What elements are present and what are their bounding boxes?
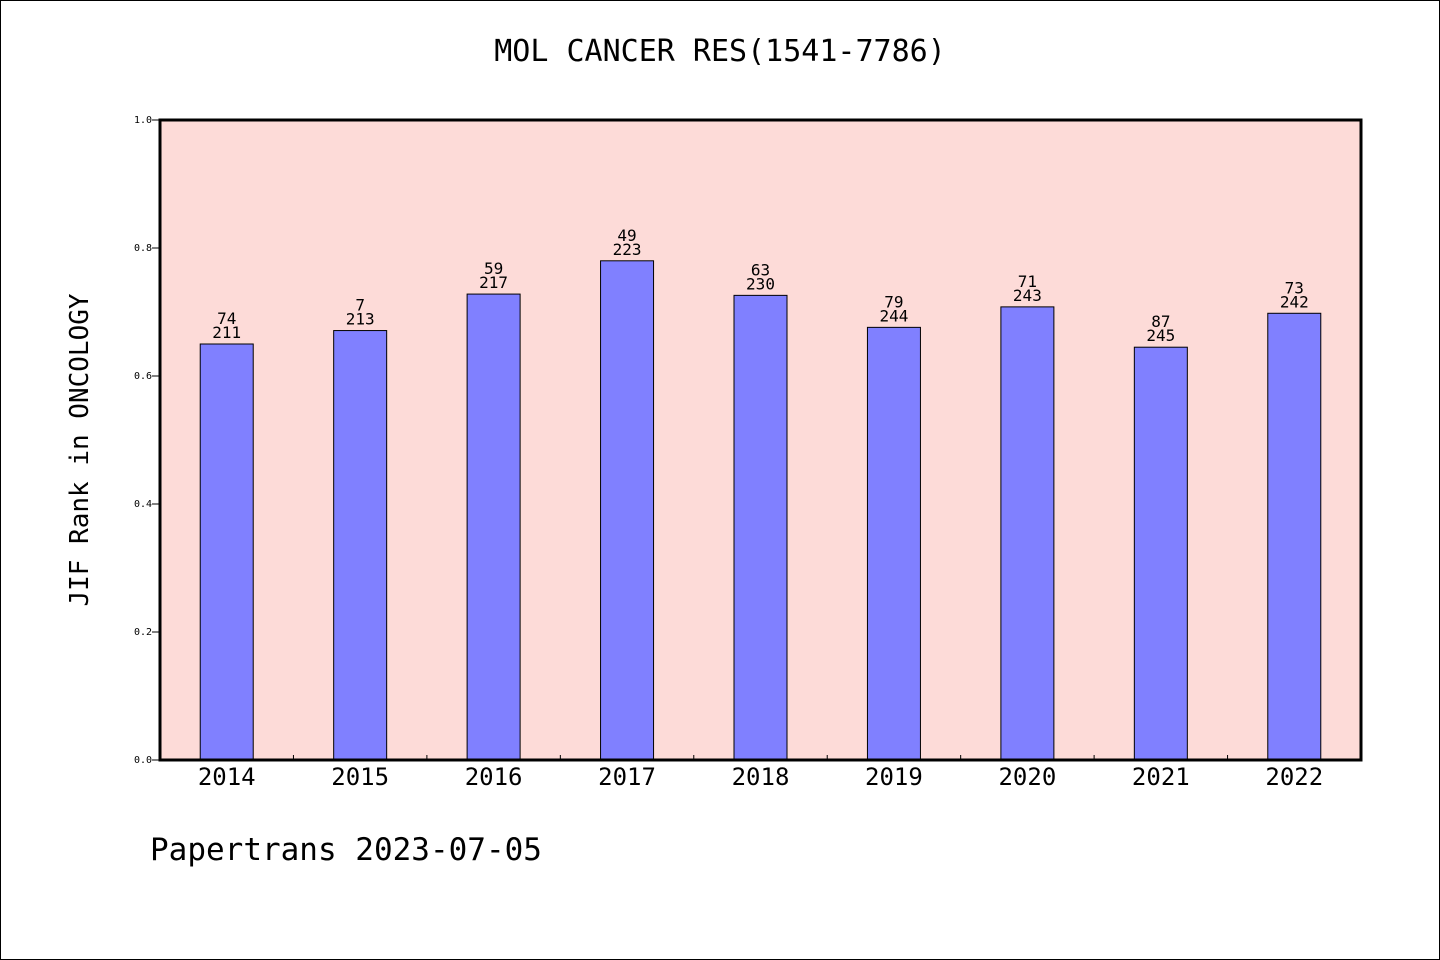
x-tick-label: 2020	[998, 763, 1056, 791]
bar-total-label: 213	[346, 310, 375, 329]
y-ticks-group: 0.0 0.2 0.4 0.6 0.8 1.0	[134, 115, 160, 766]
y-tick-label: 0.0	[134, 755, 152, 766]
bar-rank-label: 63	[751, 260, 770, 279]
x-tick-label: 2019	[865, 763, 923, 791]
bar-2017	[600, 260, 655, 761]
bar-total-label: 242	[1280, 292, 1309, 311]
bars-group	[199, 260, 1322, 761]
bar-rank-label: 79	[884, 292, 903, 311]
x-tick-label: 2018	[732, 763, 790, 791]
bar-total-label: 244	[879, 306, 908, 325]
x-tick-label: 2017	[598, 763, 656, 791]
x-tick-label: 2014	[198, 763, 256, 791]
bar-rank-label: 87	[1151, 312, 1170, 331]
bar-2022	[1267, 312, 1322, 761]
bar-2018	[733, 294, 788, 761]
bar-total-label: 245	[1146, 326, 1175, 345]
y-tick-label: 0.6	[134, 371, 152, 382]
y-tick-label: 0.8	[134, 243, 152, 254]
bar-rank-label: 7	[355, 296, 365, 315]
chart-title: MOL CANCER RES(1541-7786)	[494, 34, 946, 69]
x-tick-label: 2022	[1265, 763, 1323, 791]
footer-text: Papertrans 2023-07-05	[150, 832, 542, 868]
bar-rank-label: 74	[217, 309, 236, 328]
bar-rank-label: 73	[1285, 278, 1304, 297]
bar-rank-label: 59	[484, 259, 503, 278]
bar-rank-label: 71	[1018, 272, 1037, 291]
bar-2014	[199, 343, 254, 761]
x-ticks-group: 2014 2015 2016 2017 2018 2019 2020 2021 2022	[198, 755, 1323, 791]
bar-2019	[866, 326, 921, 761]
y-tick-label: 1.0	[134, 115, 152, 126]
x-tick-label: 2021	[1132, 763, 1190, 791]
bar-rank-label: 49	[617, 226, 636, 245]
bar-total-label: 217	[479, 273, 508, 292]
bar-total-label: 223	[613, 240, 642, 259]
bar-2021	[1133, 346, 1188, 761]
y-tick-label: 0.2	[134, 627, 152, 638]
bar-2020	[1000, 306, 1055, 761]
y-tick-label: 0.4	[134, 499, 152, 510]
plot-border	[158, 118, 1363, 762]
x-tick-label: 2016	[465, 763, 523, 791]
bar-total-label: 230	[746, 274, 775, 293]
bar-total-label: 243	[1013, 286, 1042, 305]
bar-2016	[466, 293, 521, 761]
bar-total-label: 211	[212, 323, 241, 342]
bar-2015	[333, 330, 388, 761]
x-tick-label: 2015	[331, 763, 389, 791]
